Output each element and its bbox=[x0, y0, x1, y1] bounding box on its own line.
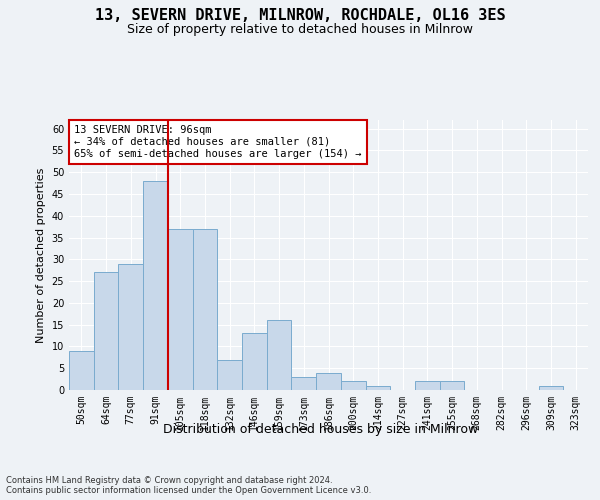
Bar bbox=[292, 377, 316, 390]
Text: Size of property relative to detached houses in Milnrow: Size of property relative to detached ho… bbox=[127, 22, 473, 36]
Bar bbox=[118, 264, 143, 390]
Bar bbox=[168, 229, 193, 390]
Bar bbox=[193, 229, 217, 390]
Bar bbox=[415, 382, 440, 390]
Bar bbox=[217, 360, 242, 390]
Bar bbox=[267, 320, 292, 390]
Bar bbox=[440, 382, 464, 390]
Bar bbox=[539, 386, 563, 390]
Bar bbox=[341, 382, 365, 390]
Bar bbox=[242, 334, 267, 390]
Text: 13, SEVERN DRIVE, MILNROW, ROCHDALE, OL16 3ES: 13, SEVERN DRIVE, MILNROW, ROCHDALE, OL1… bbox=[95, 8, 505, 22]
Bar bbox=[143, 181, 168, 390]
Text: Contains HM Land Registry data © Crown copyright and database right 2024.
Contai: Contains HM Land Registry data © Crown c… bbox=[6, 476, 371, 495]
Y-axis label: Number of detached properties: Number of detached properties bbox=[36, 168, 46, 342]
Text: 13 SEVERN DRIVE: 96sqm
← 34% of detached houses are smaller (81)
65% of semi-det: 13 SEVERN DRIVE: 96sqm ← 34% of detached… bbox=[74, 126, 362, 158]
Bar bbox=[94, 272, 118, 390]
Bar bbox=[316, 372, 341, 390]
Bar bbox=[365, 386, 390, 390]
Text: Distribution of detached houses by size in Milnrow: Distribution of detached houses by size … bbox=[163, 422, 479, 436]
Bar bbox=[69, 351, 94, 390]
